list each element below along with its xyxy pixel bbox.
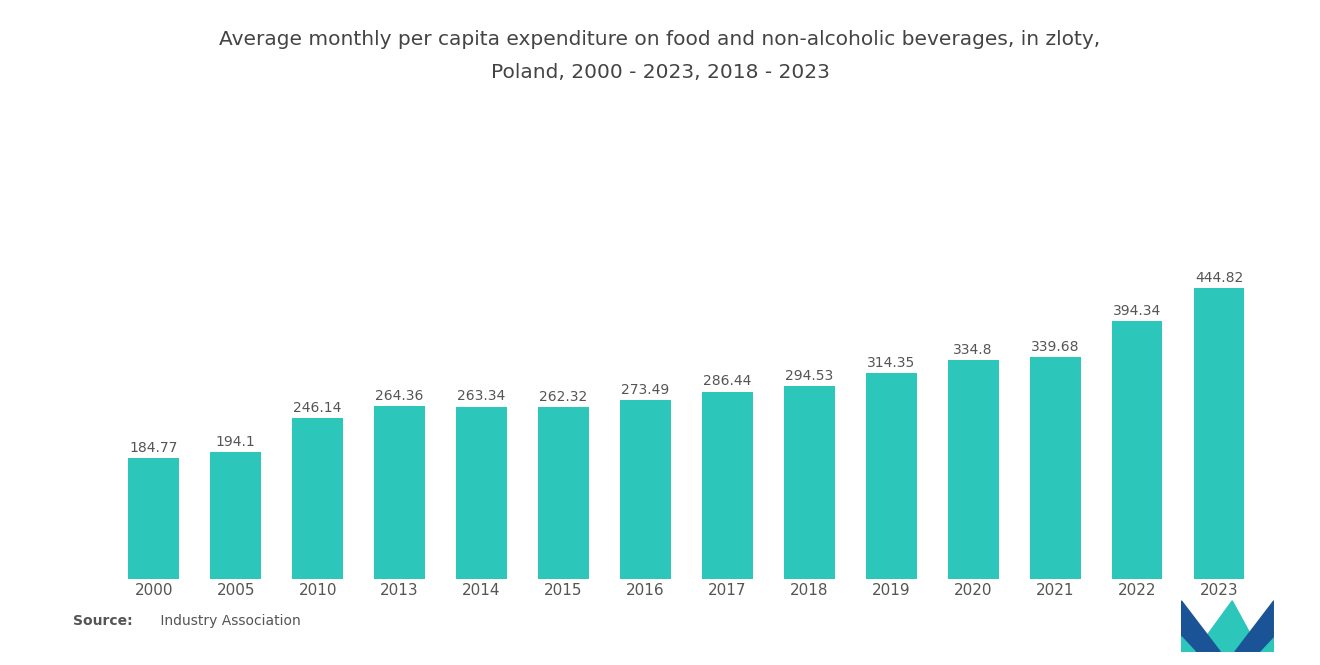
- Text: 339.68: 339.68: [1031, 340, 1080, 354]
- Text: Average monthly per capita expenditure on food and non-alcoholic beverages, in z: Average monthly per capita expenditure o…: [219, 30, 1101, 49]
- Bar: [866, 374, 916, 579]
- Polygon shape: [1181, 601, 1220, 652]
- Bar: [620, 400, 671, 579]
- Bar: [374, 406, 425, 579]
- Text: 286.44: 286.44: [704, 374, 751, 388]
- Bar: [457, 407, 507, 579]
- Bar: [1111, 321, 1163, 579]
- Polygon shape: [1259, 637, 1274, 652]
- Text: Source:: Source:: [73, 614, 132, 628]
- Bar: [948, 360, 999, 579]
- Text: 294.53: 294.53: [785, 369, 833, 383]
- Text: 334.8: 334.8: [953, 343, 993, 357]
- Bar: [1193, 289, 1245, 579]
- Bar: [702, 392, 752, 579]
- Polygon shape: [1236, 601, 1274, 652]
- Text: 194.1: 194.1: [216, 435, 256, 449]
- Bar: [784, 386, 834, 579]
- Text: 246.14: 246.14: [293, 401, 342, 415]
- Text: 262.32: 262.32: [540, 390, 587, 404]
- Bar: [539, 408, 589, 579]
- Bar: [210, 452, 261, 579]
- Polygon shape: [1196, 601, 1259, 652]
- Text: Industry Association: Industry Association: [156, 614, 301, 628]
- Text: Poland, 2000 - 2023, 2018 - 2023: Poland, 2000 - 2023, 2018 - 2023: [491, 63, 829, 82]
- Text: 273.49: 273.49: [622, 383, 669, 397]
- Text: 184.77: 184.77: [129, 441, 178, 455]
- Text: 263.34: 263.34: [458, 390, 506, 404]
- Text: 444.82: 444.82: [1195, 271, 1243, 285]
- Bar: [1030, 357, 1081, 579]
- Bar: [128, 458, 180, 579]
- Polygon shape: [1181, 637, 1196, 652]
- Text: 264.36: 264.36: [375, 389, 424, 403]
- Bar: [292, 418, 343, 579]
- Text: 314.35: 314.35: [867, 356, 915, 370]
- Text: 394.34: 394.34: [1113, 304, 1162, 318]
